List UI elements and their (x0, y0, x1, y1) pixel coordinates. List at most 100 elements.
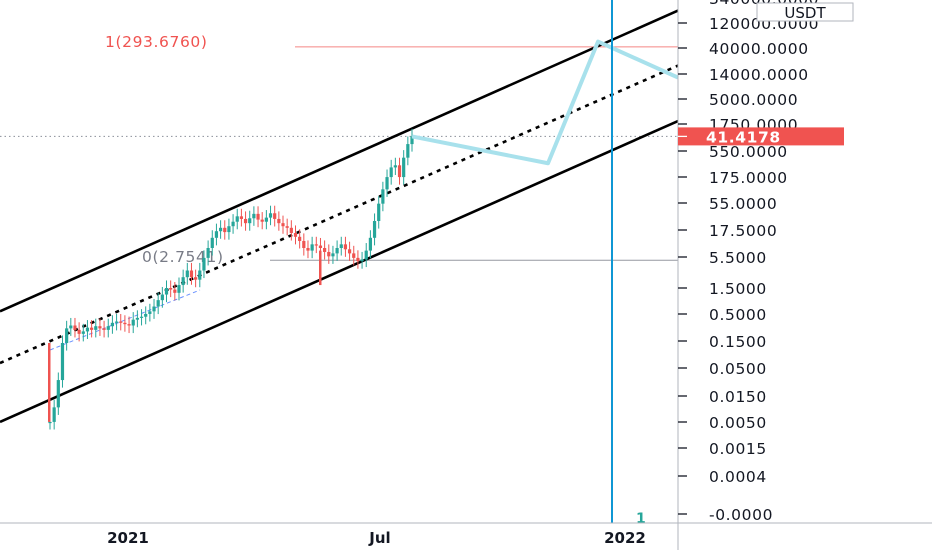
vertical-marker-label: 1 (636, 511, 646, 527)
candle-body (293, 232, 298, 237)
candle-body (90, 327, 94, 330)
candle-body (148, 311, 152, 314)
y-tick-label: 0.0050 (709, 414, 767, 432)
candle-body (306, 248, 310, 251)
candle-body (381, 189, 385, 204)
candle-body (169, 288, 173, 290)
x-tick-label: 2021 (107, 529, 149, 547)
projection-path (411, 39, 679, 166)
x-axis[interactable]: 2021 Jul 2022 (0, 522, 932, 547)
candle-body (302, 240, 306, 249)
last-price-box (678, 127, 844, 146)
candle-body (202, 257, 206, 271)
candle-body (277, 218, 281, 224)
candle-body (335, 248, 339, 254)
candle-body (314, 244, 318, 246)
candle-body (323, 248, 327, 252)
y-tick-label: 0.0150 (709, 388, 767, 406)
candle-body (60, 343, 65, 381)
candle-body (243, 218, 248, 224)
y-tick-label: 5.5000 (709, 249, 767, 267)
candle-body (393, 165, 397, 168)
candles-layer (48, 128, 414, 430)
candle-body-dip (319, 250, 322, 286)
candle-body (85, 327, 90, 332)
fib-layer: 1(293.6760) 0(2.7541) (105, 33, 678, 266)
candle-body (364, 250, 368, 260)
candle-body (194, 277, 198, 280)
candle-body (65, 328, 69, 344)
candle-body (144, 313, 148, 317)
y-tick-label: 14000.0000 (709, 66, 809, 84)
candle-body (56, 380, 60, 408)
candle-body (206, 248, 210, 258)
candle-body (406, 144, 410, 158)
y-tick-label: 0.5000 (709, 306, 767, 324)
candle-body (352, 253, 356, 258)
candle-body (156, 300, 160, 307)
candle-body (131, 319, 135, 326)
y-tick-label: 175.0000 (709, 169, 788, 187)
candle-body (273, 213, 277, 219)
candle-body (227, 226, 231, 233)
candle-body (223, 227, 227, 233)
candle-body (331, 253, 335, 257)
channel-upper-line (0, 9, 679, 313)
currency-text: USDT (784, 4, 826, 22)
candle-body (327, 251, 331, 257)
candle-body (52, 407, 56, 422)
fib-level-0-label: 0(2.7541) (142, 248, 224, 266)
candle-body (318, 245, 323, 249)
candle-body (235, 216, 239, 222)
x-tick-label: 2022 (604, 529, 646, 547)
y-tick-label: 5000.0000 (709, 91, 798, 109)
candle-body (189, 270, 194, 278)
candle-body (81, 331, 85, 334)
candle-body (48, 421, 52, 424)
fib-level-1-label: 1(293.6760) (105, 33, 208, 51)
candle-body (181, 277, 185, 286)
candle-body (173, 289, 177, 293)
candle-body (372, 221, 377, 238)
candle-body (260, 219, 264, 222)
candle-body (69, 325, 73, 329)
last-price-text: 41.4178 (706, 128, 781, 146)
candle-body (248, 218, 252, 224)
candle-body (152, 306, 156, 312)
candle-body (214, 231, 219, 238)
candle-body (289, 227, 293, 233)
candle-body (106, 326, 110, 330)
candle-body (210, 237, 214, 249)
candle-body (402, 157, 406, 178)
last-price-label: 41.4178 (678, 127, 844, 146)
currency-label: USDT (756, 2, 854, 22)
candle-body (239, 216, 244, 219)
candle-body (268, 213, 273, 218)
currency-box (756, 2, 854, 22)
candle-body (285, 226, 289, 228)
y-tick-label: 0.0015 (709, 440, 767, 458)
y-tick-label: -0.0000 (709, 506, 773, 524)
y-tick-label: 40000.0000 (709, 40, 809, 58)
y-tick-label: 550.0000 (709, 143, 788, 161)
candle-body (281, 223, 285, 227)
y-tick-label: 0.0004 (709, 468, 767, 486)
candle-body (94, 326, 98, 330)
candle-body (397, 165, 402, 178)
y-tick-label: 0.0500 (709, 360, 767, 378)
candle-body (123, 322, 127, 325)
candle-body (410, 136, 414, 145)
candle-body (73, 325, 77, 330)
y-tick-label: 0.1500 (709, 333, 767, 351)
y-axis[interactable]: 340000.0000120000.000040000.000014000.00… (677, 0, 854, 550)
candle-body (343, 244, 348, 250)
candle-body (298, 236, 302, 241)
vertical-marker-layer: 1 (611, 0, 679, 550)
candle-body (264, 217, 268, 222)
candle-body (185, 270, 189, 278)
y-tick-label: 17.5000 (709, 222, 777, 240)
candle-body (77, 329, 81, 334)
candle-body (389, 167, 393, 178)
candle-body (102, 328, 106, 330)
